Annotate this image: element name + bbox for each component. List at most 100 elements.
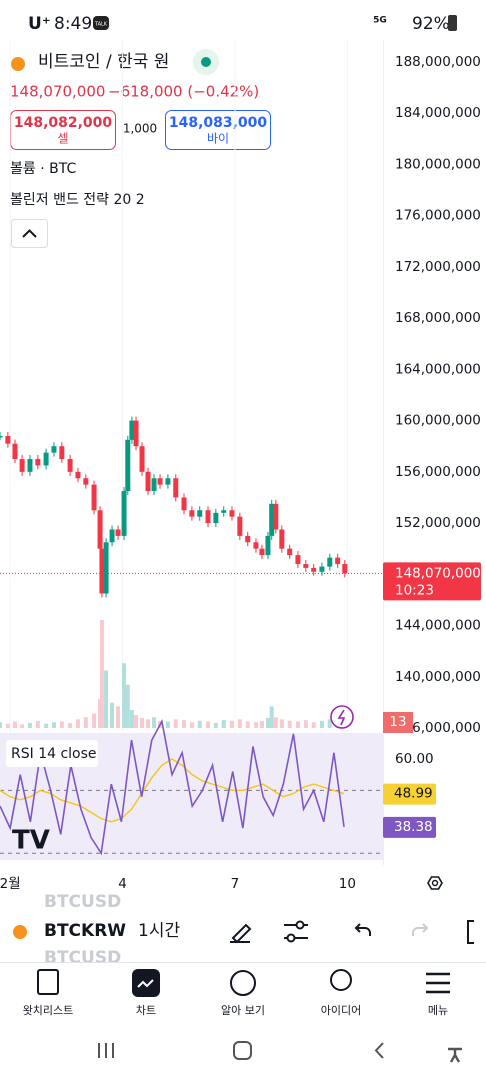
candle (5, 435, 11, 444)
nav-label[interactable]: 알아 보기 (221, 1003, 265, 1017)
y-tick-label: 168,000,000 (395, 310, 481, 326)
quantity[interactable]: 1,000 (123, 122, 157, 136)
volume-bar (213, 722, 218, 728)
candle (43, 452, 49, 466)
coin-icon (11, 57, 25, 71)
volume-bar (92, 713, 97, 728)
y-tick-label: 164,000,000 (395, 361, 481, 377)
volume-bar (5, 723, 10, 728)
market-dot (201, 57, 211, 67)
volume-bar (35, 720, 40, 728)
countdown: 10:23 (395, 582, 434, 598)
volume-bar (221, 720, 226, 728)
indicators-knob (286, 933, 296, 943)
back-button[interactable] (374, 1042, 384, 1059)
settings-icon[interactable] (427, 876, 443, 890)
volume-bar (51, 722, 56, 728)
candle (121, 491, 127, 536)
nav-label[interactable]: 아이디어 (321, 1004, 361, 1017)
y-tick-label: 172,000,000 (395, 259, 481, 275)
battery: 92% (412, 14, 450, 34)
candle (253, 542, 259, 549)
toolbar-symbol[interactable]: BTCKRW (44, 921, 126, 941)
home-button[interactable] (233, 1041, 252, 1060)
candle (129, 420, 135, 440)
volume-bar (273, 717, 278, 728)
candle (213, 512, 219, 524)
rsi-title[interactable]: RSI 14 close (11, 746, 97, 762)
accessibility-button[interactable] (448, 1043, 462, 1063)
undo-icon[interactable] (354, 923, 371, 936)
replay-button[interactable] (330, 705, 354, 729)
talk-icon (93, 16, 109, 30)
clock: 8:49 (54, 14, 92, 34)
volume-bar (59, 721, 64, 728)
indicator-label[interactable]: 볼륨 · BTC (10, 161, 76, 177)
candle (91, 484, 97, 511)
candle (342, 564, 348, 574)
symbol-title[interactable]: 비트코인 / 한국 원 (38, 52, 169, 72)
last-price: 148,070,000 (10, 83, 105, 101)
redo-icon[interactable] (412, 923, 429, 936)
settings-dot (431, 879, 439, 887)
candle (245, 535, 251, 543)
nav-label[interactable]: 메뉴 (428, 1004, 448, 1017)
volume-bar (311, 722, 316, 728)
candle (189, 510, 195, 517)
recent-apps[interactable] (98, 1043, 114, 1058)
y-tick-label: 144,000,000 (395, 618, 481, 634)
watchlist-icon[interactable] (37, 969, 59, 995)
last-price-label: 148,070,000 (395, 565, 481, 581)
toolbar-interval[interactable]: 1시간 (138, 921, 180, 941)
candle (51, 446, 57, 453)
candle (67, 459, 73, 472)
draw-icon[interactable] (230, 923, 252, 944)
tv-logo: TV (12, 826, 50, 856)
price-chart: 188,000,000 184,000,000 180,000,000 176,000… (0, 40, 481, 860)
candle (115, 529, 121, 536)
ideas-icon[interactable] (330, 969, 352, 991)
candle (259, 548, 265, 556)
candle (75, 471, 81, 479)
volume-bar (68, 722, 73, 728)
x-axis: 2월 4 7 10 (0, 876, 356, 892)
y-tick-label: 184,000,000 (395, 105, 481, 121)
sell-label: 셀 (57, 132, 68, 146)
ghost-symbol: BTCUSD (44, 948, 121, 968)
menu-icon[interactable] (426, 972, 450, 994)
rsi-ma-tag (383, 783, 436, 805)
rsi-chart: 60.00 48.99 38.38 (0, 718, 436, 856)
nav-label[interactable]: 차트 (136, 1004, 156, 1017)
chart-icon-line (137, 979, 154, 988)
volume-tag (383, 712, 413, 733)
volume-bar (152, 717, 157, 728)
candle (125, 439, 131, 492)
indicator-label[interactable]: 볼린저 밴드 전략 20 2 (10, 192, 145, 208)
candle (109, 529, 115, 543)
fullscreen-icon[interactable] (467, 920, 474, 944)
explore-icon[interactable] (230, 970, 256, 996)
candle (279, 529, 285, 549)
candle (35, 459, 41, 466)
volume-bar (269, 706, 274, 728)
candle (145, 471, 151, 492)
x-tick-label: 4 (118, 876, 127, 892)
candle (83, 478, 89, 485)
candle (99, 548, 105, 594)
chevron-icon (22, 229, 37, 238)
candle (103, 542, 109, 594)
volume-bar (279, 719, 284, 728)
volume-bar (229, 720, 234, 728)
chart-icon[interactable] (132, 969, 160, 997)
volume-bar (44, 723, 49, 728)
volume-bar (75, 719, 80, 728)
volume-label: 13 (389, 714, 406, 730)
y-tick-label: 136,000,000 (395, 720, 481, 736)
candle (151, 478, 157, 492)
collapse-button[interactable] (11, 219, 48, 248)
volume-bar (0, 722, 2, 728)
nav-label[interactable]: 왓치리스트 (23, 1004, 74, 1017)
volume-bar (99, 620, 104, 728)
buy-button[interactable] (165, 110, 271, 150)
